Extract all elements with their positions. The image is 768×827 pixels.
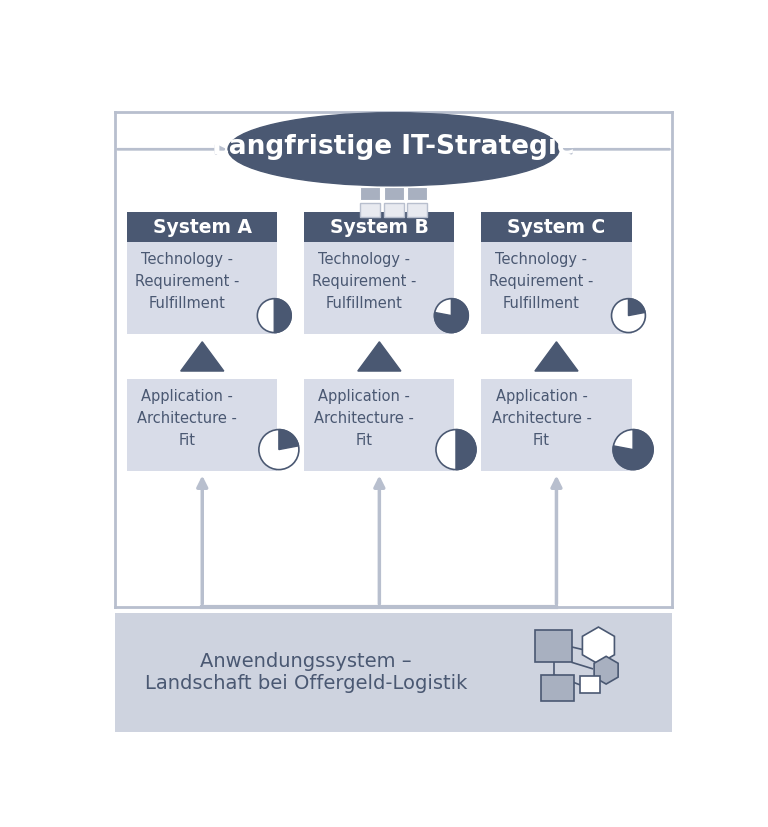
Text: System B: System B [330,218,429,237]
Polygon shape [594,657,618,684]
Text: Technology -
Requirement -
Fulfillment: Technology - Requirement - Fulfillment [135,252,240,312]
FancyBboxPatch shape [359,203,379,217]
FancyBboxPatch shape [408,187,428,200]
Circle shape [611,299,645,332]
Ellipse shape [228,112,559,186]
FancyBboxPatch shape [359,187,379,200]
FancyBboxPatch shape [304,379,455,471]
FancyBboxPatch shape [580,676,600,693]
Wedge shape [435,299,468,332]
Text: Application -
Architecture -
Fit: Application - Architecture - Fit [137,389,237,448]
FancyBboxPatch shape [482,213,631,241]
FancyBboxPatch shape [383,187,404,200]
Circle shape [435,299,468,332]
Circle shape [259,429,299,470]
FancyBboxPatch shape [535,630,572,662]
Polygon shape [535,342,578,371]
FancyBboxPatch shape [304,241,455,334]
Polygon shape [180,342,223,371]
Text: System A: System A [153,218,252,237]
Wedge shape [613,429,653,470]
Text: Application -
Architecture -
Fit: Application - Architecture - Fit [492,389,591,448]
Polygon shape [582,627,614,664]
FancyBboxPatch shape [541,675,574,701]
FancyBboxPatch shape [304,213,455,241]
Text: Technology -
Requirement -
Fulfillment: Technology - Requirement - Fulfillment [312,252,416,312]
Wedge shape [628,299,645,316]
Text: Application -
Architecture -
Fit: Application - Architecture - Fit [314,389,414,448]
FancyBboxPatch shape [482,379,631,471]
FancyBboxPatch shape [127,241,277,334]
FancyBboxPatch shape [383,203,404,217]
FancyBboxPatch shape [115,613,672,732]
Text: System C: System C [508,218,606,237]
Wedge shape [456,429,476,470]
Circle shape [613,429,653,470]
Wedge shape [274,299,291,332]
Wedge shape [279,429,299,450]
Text: Langfristige IT-Strategie: Langfristige IT-Strategie [212,134,575,160]
Circle shape [436,429,476,470]
Circle shape [257,299,291,332]
Text: Technology -
Requirement -
Fulfillment: Technology - Requirement - Fulfillment [489,252,594,312]
FancyBboxPatch shape [482,241,631,334]
FancyBboxPatch shape [127,379,277,471]
Polygon shape [358,342,401,371]
Text: Anwendungssystem –: Anwendungssystem – [200,653,412,672]
Text: Landschaft bei Offergeld-Logistik: Landschaft bei Offergeld-Logistik [144,674,467,693]
FancyBboxPatch shape [127,213,277,241]
FancyBboxPatch shape [408,203,428,217]
